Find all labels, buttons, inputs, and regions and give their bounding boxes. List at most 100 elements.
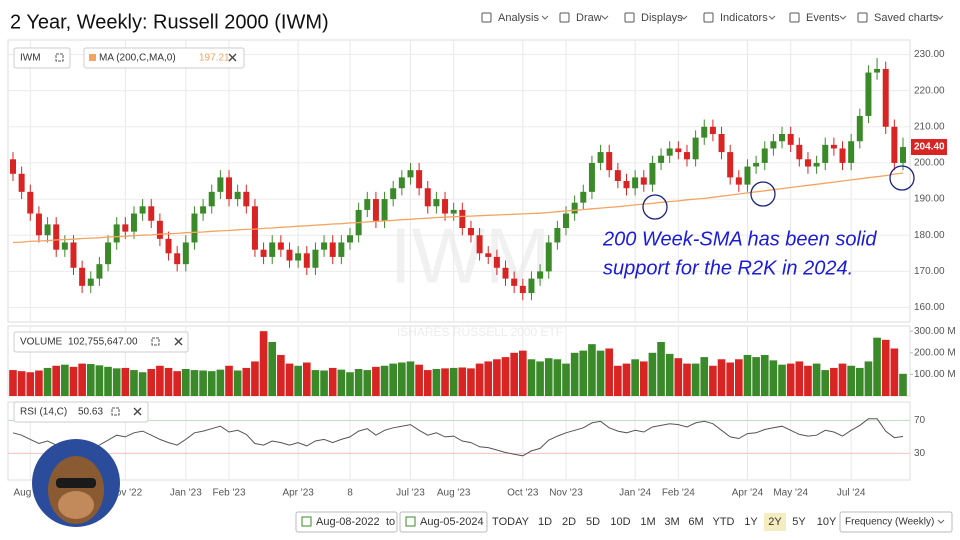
x-tick-label: Jul '23	[396, 488, 425, 499]
volume-bar	[864, 361, 873, 396]
candle-body	[269, 242, 276, 257]
frequency-text[interactable]: Frequency (Weekly)	[845, 517, 934, 528]
candle-body	[822, 144, 829, 163]
volume-bar	[830, 367, 838, 396]
legend-label: VOLUME	[20, 337, 63, 348]
volume-bar	[26, 372, 35, 396]
range-button[interactable]: TODAY	[492, 516, 530, 528]
date-text[interactable]: Aug-08-2022	[316, 516, 380, 528]
volume-bar	[510, 352, 518, 396]
candle-body	[485, 253, 492, 257]
chevron	[601, 15, 609, 20]
range-button[interactable]: 2Y	[768, 516, 782, 528]
volume-bar	[164, 367, 173, 396]
toolbar-item[interactable]: Displays	[641, 12, 683, 24]
volume-bar	[475, 363, 484, 396]
volume-bar	[86, 364, 95, 396]
range-button[interactable]: 1Y	[744, 516, 758, 528]
frequency-select[interactable]	[839, 511, 953, 533]
toolbar-item[interactable]: Events	[806, 12, 840, 24]
volume-bar	[873, 337, 881, 396]
volume-bar	[847, 365, 855, 396]
volume-bar	[112, 368, 121, 396]
range-button[interactable]: 10D	[610, 516, 630, 528]
volume-bar	[190, 370, 199, 396]
candle-body	[856, 115, 863, 142]
candle-body	[113, 224, 120, 243]
toolbar-item[interactable]: Analysis	[498, 12, 539, 24]
close-icon[interactable]	[174, 337, 183, 346]
volume-bar	[251, 361, 259, 396]
candle-body	[390, 188, 397, 200]
last-price-label: 204.40	[914, 142, 945, 153]
toolbar-icon[interactable]	[481, 12, 492, 23]
volume-bar	[553, 359, 562, 396]
y-tick-label: 180.00	[914, 230, 945, 241]
volume-bar	[752, 357, 760, 396]
legend-value: 102,755,647.00	[68, 337, 138, 348]
expand-icon[interactable]	[111, 407, 120, 416]
candle-body	[666, 148, 673, 156]
candle-body	[251, 206, 258, 250]
volume-bar	[277, 354, 285, 396]
calendar-icon	[405, 516, 416, 527]
volume-bar	[458, 367, 467, 396]
candle-body	[18, 173, 25, 192]
date-text[interactable]: Aug-05-2024	[420, 516, 484, 528]
range-button[interactable]: 5D	[586, 516, 600, 528]
volume-bar	[121, 367, 130, 396]
range-button[interactable]: 5Y	[792, 516, 806, 528]
toolbar-icon[interactable]	[624, 12, 635, 23]
candle-body	[796, 144, 803, 160]
x-tick-label: Apr '24	[732, 488, 764, 499]
candle-body	[891, 126, 898, 163]
candle-body	[96, 264, 103, 279]
candle-body	[372, 199, 379, 221]
volume-bar	[320, 370, 328, 396]
range-button[interactable]: 6M	[688, 516, 703, 528]
legend-box	[13, 401, 149, 423]
volume-bar	[570, 352, 579, 396]
candle-body	[701, 126, 708, 138]
volume-bar	[484, 361, 493, 396]
toolbar-item[interactable]: Draw	[576, 12, 602, 24]
volume-bar	[432, 368, 441, 396]
volume-bar	[415, 364, 423, 396]
toolbar-item[interactable]: Indicators	[720, 12, 768, 24]
x-tick-label: Feb '23	[212, 488, 245, 499]
toolbar-icon[interactable]	[857, 12, 868, 23]
date-input[interactable]	[295, 511, 398, 533]
range-button[interactable]: 3M	[664, 516, 679, 528]
candle-body	[839, 148, 846, 163]
candle-body	[182, 242, 189, 265]
candle-body	[467, 228, 474, 236]
expand-icon[interactable]	[55, 53, 64, 62]
candle-body	[597, 152, 604, 163]
candle-body	[442, 199, 449, 214]
volume-bar	[216, 369, 225, 396]
toolbar-icon[interactable]	[789, 12, 800, 23]
expand-icon[interactable]	[151, 337, 160, 346]
volume-bar	[43, 367, 52, 396]
toolbar-icon[interactable]	[559, 12, 570, 23]
date-input[interactable]	[399, 511, 488, 533]
rsi-pane	[7, 401, 911, 481]
volume-bar	[138, 372, 147, 396]
candle-body	[35, 213, 42, 236]
volume-bar	[233, 370, 242, 396]
highlight-circle	[750, 181, 776, 207]
range-button[interactable]: YTD	[713, 516, 735, 528]
chart-title: 2 Year, Weekly: Russell 2000 (IWM)	[10, 11, 329, 33]
toolbar-item[interactable]: Saved charts	[874, 12, 939, 24]
close-icon[interactable]	[133, 407, 142, 416]
close-icon[interactable]	[228, 53, 237, 62]
range-button[interactable]: 2D	[562, 516, 576, 528]
range-button[interactable]: 1D	[538, 516, 552, 528]
candle-body	[346, 235, 353, 243]
range-button[interactable]: 10Y	[817, 516, 837, 528]
candle-body	[286, 249, 293, 261]
toolbar-icon[interactable]	[703, 12, 714, 23]
candle-body	[156, 220, 163, 239]
range-button[interactable]: 1M	[640, 516, 655, 528]
